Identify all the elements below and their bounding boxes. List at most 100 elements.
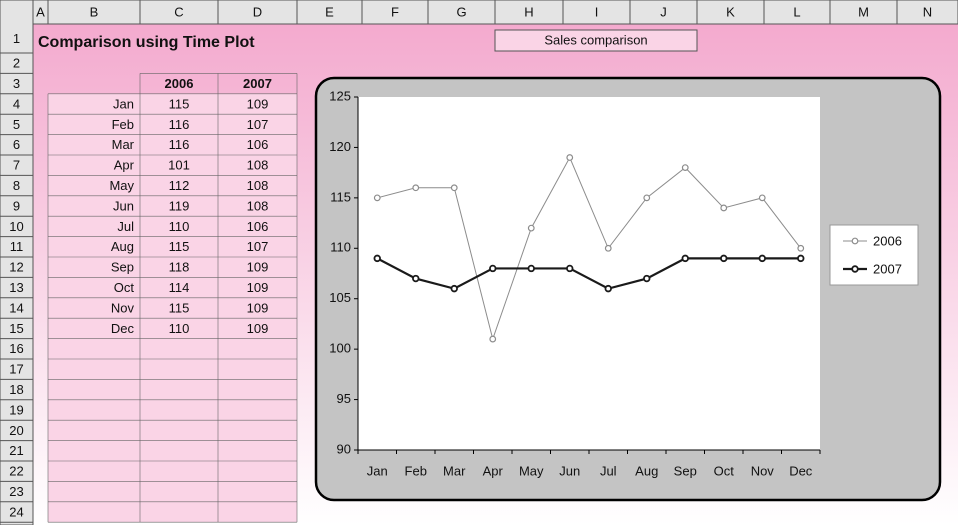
- legend-marker: [851, 265, 859, 273]
- y-tick-label: 125: [329, 88, 351, 103]
- table-cell: 107: [247, 117, 269, 132]
- table-cell: 109: [247, 260, 269, 275]
- column-header: B: [90, 4, 99, 19]
- table-month: Jan: [113, 96, 134, 111]
- y-tick-label: 95: [337, 391, 351, 406]
- x-tick-label: May: [519, 463, 544, 478]
- table-cell: 109: [247, 321, 269, 336]
- row-header: 22: [9, 464, 23, 479]
- table-cell: 112: [169, 178, 190, 193]
- row-header: 24: [9, 504, 23, 519]
- data-point: [720, 254, 728, 263]
- row-header: 2: [13, 56, 20, 71]
- table-month: Jun: [113, 198, 134, 213]
- row-header: 11: [10, 239, 24, 254]
- x-tick-label: Oct: [714, 463, 735, 478]
- data-point: [758, 194, 766, 202]
- table-cell: 114: [169, 280, 190, 295]
- table-column-header: 2006: [165, 76, 194, 91]
- table-month: Aug: [111, 239, 134, 254]
- table-month: Nov: [111, 300, 135, 315]
- data-point: [450, 184, 458, 192]
- table-cell: 108: [247, 158, 269, 173]
- table-cell: 116: [169, 137, 190, 152]
- data-point: [604, 244, 612, 252]
- legend-box: [829, 224, 919, 286]
- x-tick-label: Sep: [674, 463, 697, 478]
- data-point: [527, 224, 535, 232]
- y-tick-label: 100: [329, 341, 351, 356]
- table-cell: 110: [169, 321, 190, 336]
- data-point: [643, 194, 651, 202]
- table-month: Oct: [114, 280, 135, 295]
- data-point: [604, 284, 612, 293]
- column-header: E: [325, 4, 334, 19]
- data-point: [527, 264, 535, 273]
- table-cell: 110: [169, 219, 190, 234]
- column-header: I: [595, 4, 599, 19]
- data-point: [412, 184, 420, 192]
- column-header: L: [793, 4, 800, 19]
- table-month: Sep: [111, 260, 134, 275]
- data-point: [450, 284, 458, 293]
- column-header: G: [456, 4, 466, 19]
- table-cell: 119: [169, 198, 190, 213]
- table-month: Dec: [111, 321, 135, 336]
- row-header: 13: [9, 280, 23, 295]
- row-header: 15: [9, 321, 23, 336]
- row-header: 7: [13, 158, 20, 173]
- sheet-title: Comparison using Time Plot: [38, 34, 255, 51]
- row-header: 10: [9, 219, 23, 234]
- table-month: Jul: [117, 219, 134, 234]
- row-header: 6: [13, 137, 20, 152]
- row-header: 17: [9, 362, 23, 377]
- x-tick-label: Feb: [405, 463, 427, 478]
- data-point: [566, 264, 574, 273]
- y-tick-label: 105: [329, 290, 351, 305]
- table-cell: 116: [169, 117, 190, 132]
- table-cell: 106: [247, 219, 269, 234]
- row-header: 23: [9, 484, 23, 499]
- table-column-header: 2007: [243, 76, 272, 91]
- legend-label: 2006: [873, 233, 902, 248]
- chart-title: Sales comparison: [544, 32, 647, 47]
- row-header: 19: [9, 402, 23, 417]
- column-header: H: [524, 4, 533, 19]
- data-point: [797, 244, 805, 252]
- x-tick-label: Jul: [600, 463, 617, 478]
- y-tick-label: 110: [330, 240, 351, 255]
- data-point: [373, 194, 381, 202]
- series-line: [376, 257, 801, 290]
- column-header: K: [726, 4, 735, 19]
- data-point: [489, 335, 497, 343]
- column-header: F: [391, 4, 399, 19]
- row-header: 16: [9, 341, 23, 356]
- row-header: 18: [9, 382, 23, 397]
- data-point: [720, 204, 728, 212]
- column-header: D: [253, 4, 262, 19]
- table-cell: 106: [247, 137, 269, 152]
- column-header: A: [36, 4, 45, 19]
- x-tick-label: Nov: [751, 463, 775, 478]
- table-month: Feb: [112, 117, 134, 132]
- data-point: [758, 254, 766, 263]
- data-point: [681, 254, 689, 263]
- table-month: Apr: [114, 158, 135, 173]
- table-cell: 115: [169, 96, 190, 111]
- table-cell: 109: [247, 280, 269, 295]
- data-point: [797, 254, 805, 263]
- x-tick-label: Jun: [559, 463, 580, 478]
- row-header: 14: [9, 300, 23, 315]
- column-header: M: [858, 4, 869, 19]
- x-tick-label: Jan: [367, 463, 388, 478]
- table-month: May: [109, 178, 134, 193]
- table-cell: 118: [169, 260, 190, 275]
- data-point: [489, 264, 497, 273]
- table-cell: 115: [169, 300, 190, 315]
- column-header-bar: [0, 0, 958, 25]
- table-area: [48, 93, 297, 523]
- x-tick-label: Apr: [483, 463, 504, 478]
- table-cell: 107: [247, 239, 269, 254]
- x-tick-label: Dec: [789, 463, 813, 478]
